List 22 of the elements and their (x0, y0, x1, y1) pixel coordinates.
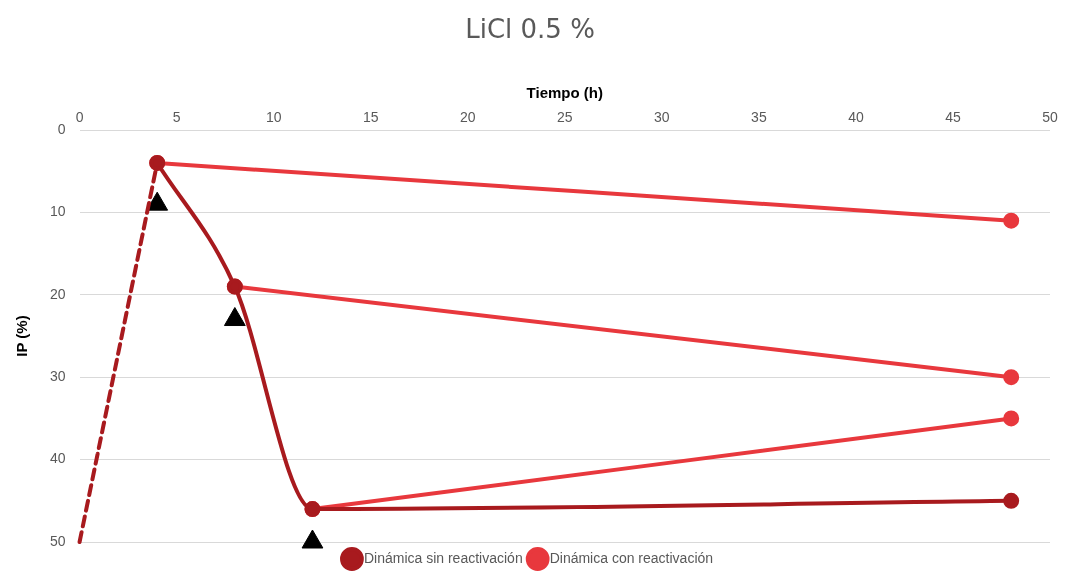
x-tick-label: 5 (172, 109, 181, 126)
y-tick-label: 20 (49, 285, 66, 302)
y-tick-label: 50 (49, 532, 66, 549)
y-tick-label: 10 (49, 203, 66, 220)
y-tick-label: 40 (49, 450, 66, 467)
x-tick-label: 30 (654, 109, 670, 126)
legend-label: Dinámica sin reactivación (363, 549, 523, 566)
y-tick-label: 30 (49, 368, 66, 385)
x-tick-label: 20 (459, 109, 476, 126)
legend-label: Dinámica con reactivación (549, 549, 714, 566)
x-axis-title: Tiempo (h) (526, 84, 603, 102)
y-tick-label: 0 (57, 120, 66, 137)
x-tick-label: 50 (1042, 109, 1058, 126)
x-tick-label: 40 (848, 109, 864, 126)
x-tick-label: 25 (557, 109, 573, 126)
x-tick-label: 15 (362, 109, 379, 126)
x-tick-label: 10 (265, 109, 282, 126)
y-axis-title: IP (%) (13, 315, 31, 357)
chart-title: LiCl 0.5 % (465, 14, 595, 45)
x-tick-label: 0 (75, 109, 84, 126)
x-tick-label: 35 (751, 109, 767, 126)
x-tick-label: 45 (945, 109, 961, 126)
